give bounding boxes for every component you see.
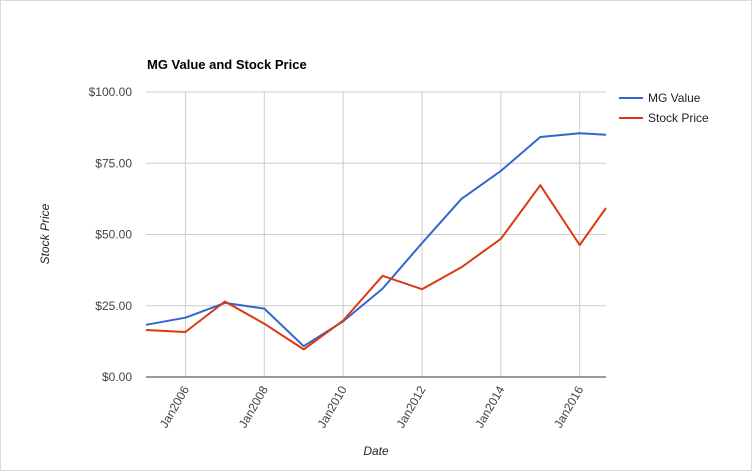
y-tick-label: $75.00	[95, 156, 132, 170]
y-tick-label: $100.00	[89, 85, 133, 99]
chart-title: MG Value and Stock Price	[147, 57, 307, 72]
y-tick-label: $25.00	[95, 299, 132, 313]
legend: MG Value Stock Price	[619, 91, 709, 125]
series-line-stock-price	[145, 184, 607, 351]
legend-label-stock-price: Stock Price	[648, 111, 709, 125]
y-axis-ticks: $0.00 $25.00 $50.00 $75.00 $100.00	[89, 85, 133, 384]
y-axis-title: Stock Price	[38, 203, 52, 264]
legend-label-mg-value: MG Value	[648, 91, 701, 105]
x-axis-title: Date	[363, 444, 389, 458]
gridlines	[146, 91, 606, 377]
y-tick-label: $0.00	[102, 370, 132, 384]
y-tick-label: $50.00	[95, 228, 132, 242]
series-lines	[145, 132, 607, 351]
series-line-mg-value	[145, 132, 607, 348]
